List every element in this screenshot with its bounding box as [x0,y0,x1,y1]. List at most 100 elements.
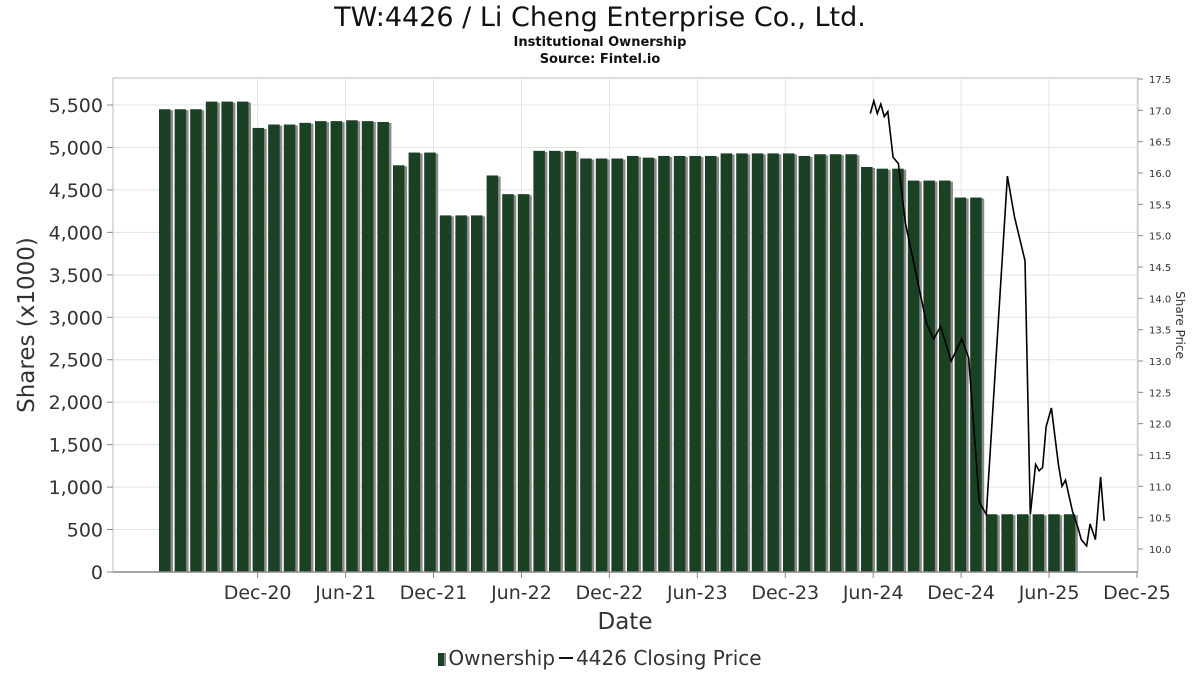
x-tick-label: Dec-22 [575,582,643,604]
ownership-bar [970,197,982,572]
ownership-bar [658,155,670,573]
x-tick-label: Jun-22 [490,582,552,604]
ownership-bar [642,157,655,573]
y2-tick-label: 11.5 [1149,451,1171,462]
ownership-bar [673,155,686,573]
ownership-bar [283,124,296,573]
y-tick-label: 1,000 [49,477,103,499]
y2-tick-label: 15.0 [1149,232,1171,243]
x-axis-label: Date [598,609,653,635]
x-tick-label: Dec-23 [751,582,819,604]
x-tick-label: Jun-21 [314,582,376,604]
ownership-bar [221,101,233,572]
ownership-bar [1017,514,1029,572]
y2-tick-label: 14.0 [1149,294,1171,305]
y2-tick-label: 15.5 [1149,200,1171,211]
ownership-bar [798,155,811,573]
legend-line-label: 4426 Closing Price [576,646,762,670]
ownership-bar [829,154,842,573]
y2-tick-label: 17.5 [1149,75,1171,86]
ownership-bar [439,215,452,572]
ownership-bar [736,153,748,572]
ownership-bar [205,101,218,572]
x-axis: Dec-20 Jun-21 Dec-21 Jun-22 Dec-22 Jun-23 Dec-… [113,571,1171,604]
x-tick-label: Jun-24 [842,582,904,604]
left-y-axis: 0 500 1,000 1,500 2,000 2,500 3,000 3,500 4,000 4… [49,95,113,584]
x-tick-label: Jun-23 [666,582,728,604]
ownership-bar [939,180,951,572]
ownership-bar [455,215,467,572]
y2-tick-label: 13.5 [1149,326,1171,337]
chart-title: TW:4426 / Li Cheng Enterprise Co., Ltd. [334,2,866,33]
ownership-bar [252,127,265,573]
y-tick-label: 3,000 [49,307,103,329]
ownership-bar [720,153,733,572]
ownership-bar [611,158,623,572]
y-tick-label: 4,500 [49,180,103,202]
x-tick-label: Dec-21 [400,582,468,604]
ownership-bar [751,153,764,572]
y2-tick-label: 11.0 [1149,482,1171,493]
ownership-bar [502,194,514,572]
chart-subtitle: Institutional Ownership [513,35,687,50]
y2-axis-label: Share Price [1173,291,1187,359]
legend-bar-swatch [438,653,447,666]
y2-tick-label: 12.5 [1149,388,1171,399]
ownership-bar [876,168,889,572]
ownership-bar [346,120,358,573]
y2-tick-label: 10.0 [1149,545,1171,556]
y-tick-label: 500 [67,520,103,542]
ownership-bar [580,158,592,572]
ownership-bar [1001,514,1013,572]
ownership-bar [627,155,639,573]
ownership-bar [985,514,998,572]
x-tick-label: Jun-25 [1018,582,1080,604]
y-axis-label: Shares (x1000) [14,237,40,413]
chart-source: Source: Fintel.io [539,52,661,67]
y2-tick-label: 16.5 [1149,138,1171,149]
y2-tick-label: 13.0 [1149,357,1171,368]
y-tick-label: 3,500 [49,265,103,287]
ownership-bar [361,121,374,573]
y2-tick-label: 12.0 [1149,420,1171,431]
closing-price-line [869,97,1105,548]
ownership-bar [377,121,389,573]
ownership-bar [861,166,873,572]
ownership-bar [517,194,530,572]
ownership-bar [159,109,171,572]
y-tick-label: 1,500 [49,435,103,457]
y2-tick-label: 17.0 [1149,106,1171,117]
ownership-bar [954,197,967,572]
ownership-bar [268,124,280,573]
ownership-bar [923,180,935,572]
legend-bar-label: Ownership [448,646,556,670]
y2-tick-label: 16.0 [1149,169,1171,180]
ownership-bar [1032,514,1045,572]
ownership-bar [783,153,795,572]
legend-line-swatch [559,657,574,659]
ownership-bar [424,152,436,573]
ownership-bar [174,109,187,572]
y-tick-label: 0 [91,562,103,584]
bar-series-ownership [159,101,1078,573]
ownership-bar [549,150,561,573]
ownership-bar [315,121,327,573]
ownership-bar [1048,514,1060,572]
y2-tick-label: 14.5 [1149,263,1171,274]
ownership-bar [1063,514,1076,572]
ownership-bar [533,150,545,573]
right-y-axis: 10.0 10.5 11.0 11.5 12.0 12.5 13.0 13.5 14.0 14.5… [1138,75,1171,556]
ownership-bar [237,101,249,572]
ownership-bar [393,165,405,572]
ownership-bar [299,122,311,573]
y-tick-label: 5,500 [49,95,103,117]
ownership-bar [845,154,857,573]
ownership-bar [564,150,577,573]
ownership-bar [689,155,701,573]
ownership-bar [408,152,421,573]
ownership-bar [595,158,608,572]
y-tick-label: 4,000 [49,222,103,244]
y-tick-label: 2,000 [49,392,103,414]
ownership-bar [767,153,779,572]
x-tick-label: Dec-25 [1103,582,1171,604]
